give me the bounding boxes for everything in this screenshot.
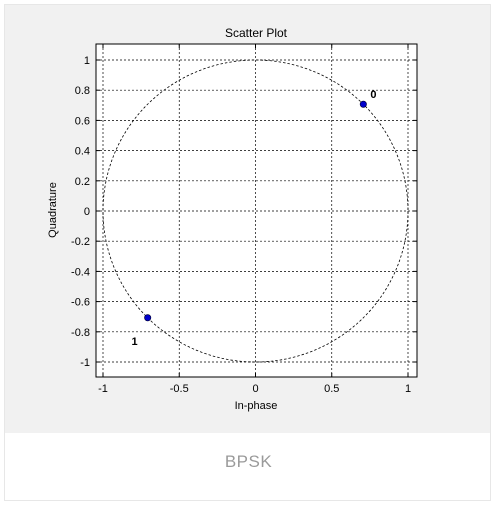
x-tick-label: -0.5 <box>170 383 189 395</box>
y-tick-label: 0.6 <box>75 115 90 127</box>
point-label: 0 <box>370 89 376 101</box>
axis-ticks: -1 -0.5 0 0.5 1 1 0.8 0.6 0.4 0.2 0 -0.2 -0.4 -0.6 -0.… <box>71 44 417 395</box>
chart-title: Scatter Plot <box>225 26 288 40</box>
constellation-point <box>359 100 367 108</box>
y-tick-label: 0.8 <box>75 85 90 97</box>
constellation-point <box>144 314 152 322</box>
y-tick-label: 1 <box>84 55 90 67</box>
reference-circle <box>102 59 409 363</box>
y-tick-label: -0.4 <box>71 266 90 278</box>
y-tick-label: -0.8 <box>71 327 90 339</box>
x-tick-label: 0 <box>252 383 258 395</box>
x-axis-label: In-phase <box>235 400 278 412</box>
y-tick-label: -0.2 <box>71 236 90 248</box>
y-tick-label: 0.4 <box>75 146 90 158</box>
figure-caption: BPSK <box>224 452 273 471</box>
constellation-points: 01 <box>132 89 377 348</box>
scatter-plot: Scatter Plot -1 -0.5 0 0.5 1 1 0.8 0.6 0.4 0.2 0 -0… <box>47 26 418 412</box>
y-tick-label: -1 <box>80 357 90 369</box>
y-axis-label: Quadrature <box>47 182 59 238</box>
y-tick-label: 0.2 <box>75 176 90 188</box>
plot-area <box>95 43 418 378</box>
y-tick-label: 0 <box>84 206 90 218</box>
caption-area <box>5 433 490 500</box>
x-tick-label: 1 <box>405 383 411 395</box>
x-tick-label: 0.5 <box>324 383 339 395</box>
point-label: 1 <box>132 336 138 348</box>
y-tick-label: -0.6 <box>71 297 90 309</box>
x-tick-label: -1 <box>98 383 108 395</box>
